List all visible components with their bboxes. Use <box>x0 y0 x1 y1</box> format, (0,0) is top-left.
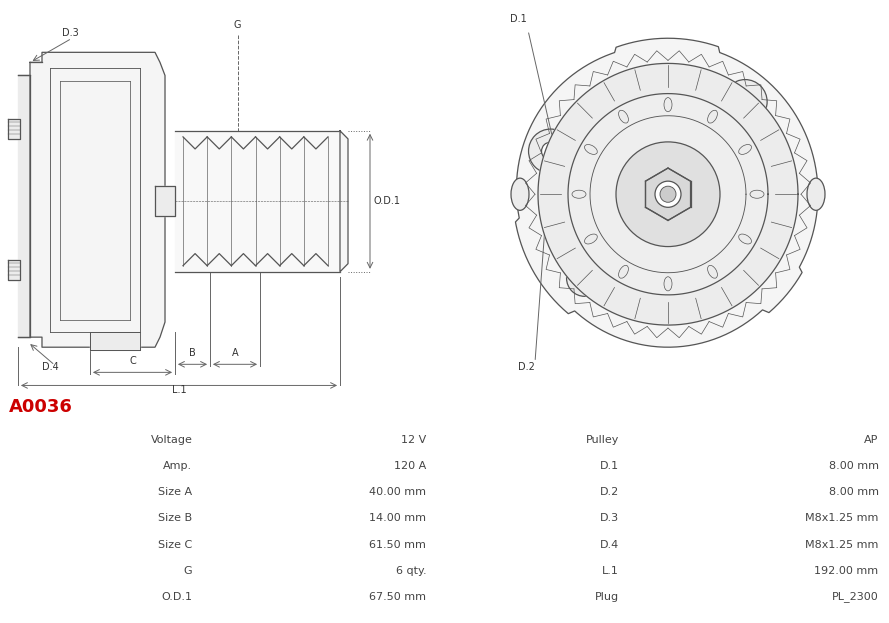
Text: Amp.: Amp. <box>164 461 192 471</box>
Polygon shape <box>90 332 140 350</box>
Text: Voltage: Voltage <box>150 435 192 445</box>
Ellipse shape <box>708 265 717 278</box>
Text: 6 qty.: 6 qty. <box>396 566 426 576</box>
Ellipse shape <box>585 145 597 155</box>
Text: 12 V: 12 V <box>401 435 426 445</box>
Text: 192.00 mm: 192.00 mm <box>814 566 878 576</box>
Text: AP: AP <box>864 435 878 445</box>
Polygon shape <box>175 131 340 272</box>
Polygon shape <box>538 64 798 325</box>
Text: Pulley: Pulley <box>586 435 619 445</box>
Ellipse shape <box>750 190 764 198</box>
Text: 8.00 mm: 8.00 mm <box>829 487 878 497</box>
Text: D.2: D.2 <box>600 487 619 497</box>
Text: 40.00 mm: 40.00 mm <box>369 487 426 497</box>
Ellipse shape <box>664 98 672 112</box>
Circle shape <box>566 260 603 297</box>
Circle shape <box>736 93 754 111</box>
Text: 8.00 mm: 8.00 mm <box>829 461 878 471</box>
Text: Plug: Plug <box>595 592 619 602</box>
Ellipse shape <box>619 110 629 123</box>
Ellipse shape <box>572 190 586 198</box>
Polygon shape <box>568 93 768 295</box>
Circle shape <box>616 142 720 247</box>
Text: D.3: D.3 <box>62 28 79 38</box>
Text: A: A <box>232 348 238 358</box>
Text: D.1: D.1 <box>600 461 619 471</box>
Text: 61.50 mm: 61.50 mm <box>369 540 426 549</box>
Circle shape <box>575 269 594 287</box>
Polygon shape <box>18 75 30 337</box>
Circle shape <box>541 142 559 160</box>
Ellipse shape <box>664 277 672 291</box>
Text: L.1: L.1 <box>172 386 187 396</box>
Text: A0036: A0036 <box>9 397 73 416</box>
Polygon shape <box>155 186 175 216</box>
Ellipse shape <box>807 178 825 211</box>
Ellipse shape <box>619 265 629 278</box>
Text: L.1: L.1 <box>602 566 619 576</box>
Text: D.2: D.2 <box>518 363 535 373</box>
Text: M8x1.25 mm: M8x1.25 mm <box>805 513 878 523</box>
Text: B: B <box>189 348 196 358</box>
Polygon shape <box>340 131 348 272</box>
Text: Size B: Size B <box>158 513 192 523</box>
Polygon shape <box>8 119 20 139</box>
Circle shape <box>529 129 573 173</box>
Text: 120 A: 120 A <box>394 461 426 471</box>
Text: Size A: Size A <box>158 487 192 497</box>
Text: O.D.1: O.D.1 <box>162 592 192 602</box>
Circle shape <box>660 186 676 202</box>
Ellipse shape <box>585 234 597 244</box>
Text: 67.50 mm: 67.50 mm <box>369 592 426 602</box>
Ellipse shape <box>708 110 717 123</box>
Text: C: C <box>129 356 136 366</box>
Polygon shape <box>645 168 691 221</box>
Text: D.1: D.1 <box>510 14 527 24</box>
Text: D.4: D.4 <box>600 540 619 549</box>
Text: M8x1.25 mm: M8x1.25 mm <box>805 540 878 549</box>
Circle shape <box>723 80 767 124</box>
Ellipse shape <box>739 145 751 155</box>
Ellipse shape <box>511 178 529 211</box>
Text: PL_2300: PL_2300 <box>832 591 878 602</box>
Polygon shape <box>30 52 165 347</box>
Text: Size C: Size C <box>158 540 192 549</box>
Polygon shape <box>8 260 20 280</box>
Ellipse shape <box>739 234 751 244</box>
Text: D.4: D.4 <box>42 363 59 373</box>
Text: O.D.1: O.D.1 <box>374 196 401 206</box>
Text: G: G <box>184 566 192 576</box>
Text: D.3: D.3 <box>600 513 619 523</box>
Text: G: G <box>234 20 241 30</box>
Polygon shape <box>516 38 823 347</box>
Circle shape <box>655 181 681 207</box>
Text: 14.00 mm: 14.00 mm <box>369 513 426 523</box>
